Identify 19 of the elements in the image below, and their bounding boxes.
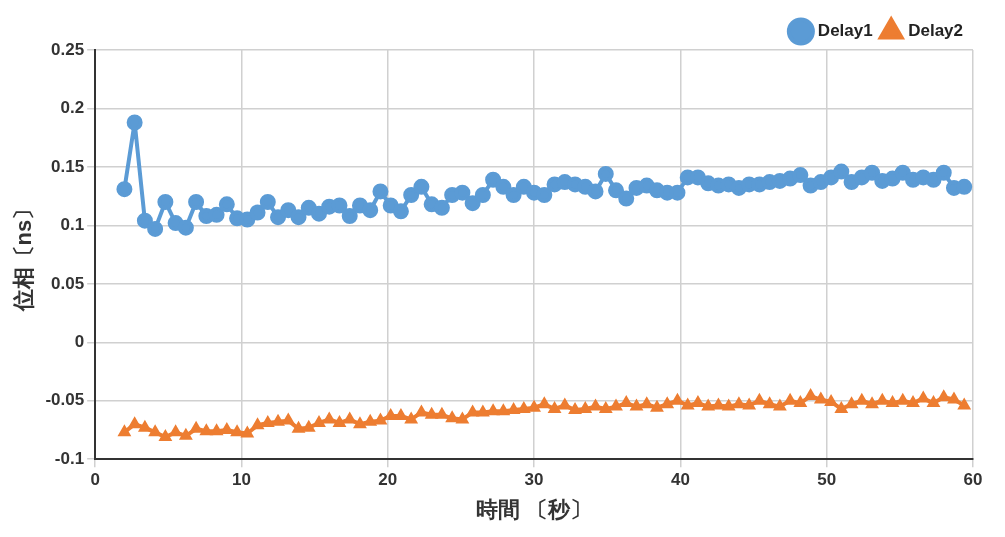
y-axis-title: 位相〔ns〕 <box>11 197 37 313</box>
y-tick-label: -0.1 <box>54 448 85 468</box>
y-tick-label: -0.05 <box>45 390 85 410</box>
x-tick-label: 0 <box>90 470 100 490</box>
y-tick-label: 0.05 <box>51 273 85 293</box>
x-tick-label: 20 <box>378 470 398 490</box>
y-tick-label: 0.2 <box>60 98 85 118</box>
y-tick-label: 0.15 <box>51 156 85 176</box>
y-tick-label: 0 <box>74 331 85 351</box>
x-tick-label: 30 <box>524 470 544 490</box>
x-axis-title: 時間 〔秒〕 <box>476 496 593 522</box>
legend-label: Delay1 <box>817 21 873 41</box>
y-tick-label: 0.1 <box>60 215 85 235</box>
x-tick-label: 10 <box>232 470 251 490</box>
x-tick-label: 50 <box>817 470 837 490</box>
x-tick-label: 40 <box>670 470 690 490</box>
x-tick-label: 60 <box>963 470 983 490</box>
y-tick-label: 0.25 <box>51 39 85 59</box>
legend-label: Delay2 <box>908 21 964 41</box>
